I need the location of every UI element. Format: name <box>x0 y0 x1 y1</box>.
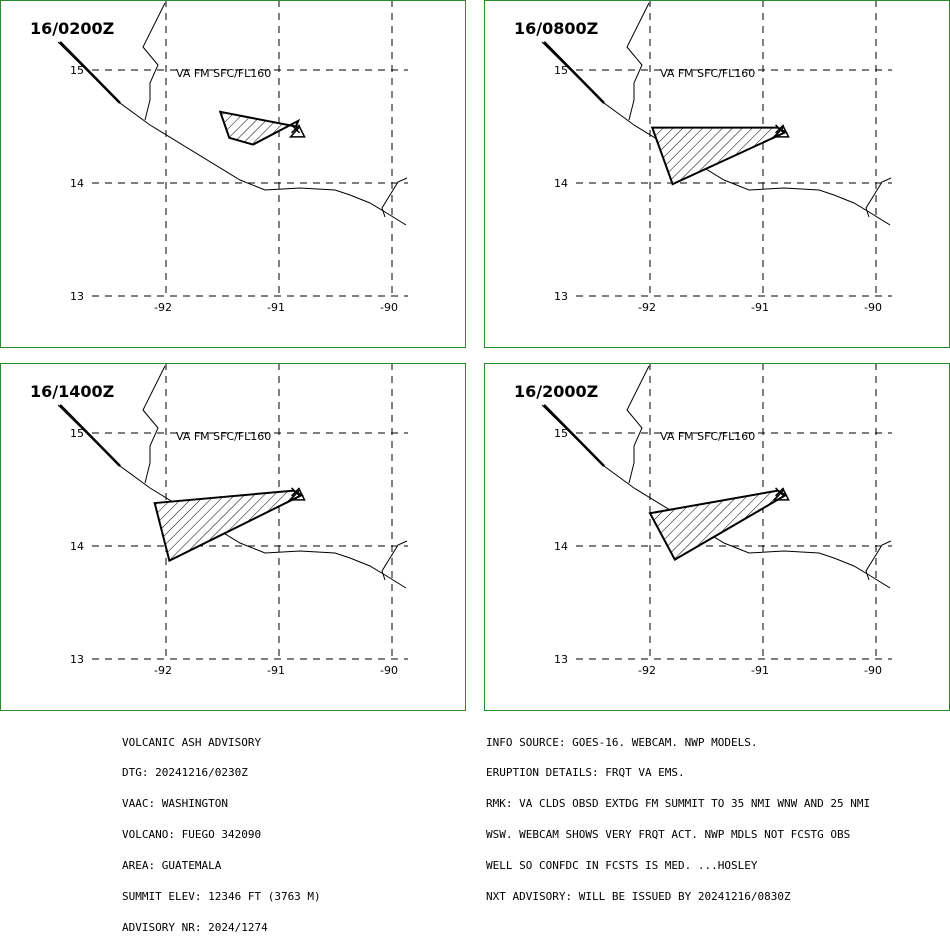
country-border <box>142 2 166 121</box>
volcano-icon <box>772 124 790 138</box>
volcano-icon <box>772 487 790 501</box>
latitude-tick-label: 13 <box>554 290 568 303</box>
advisory-volcano: VOLCANO: FUEGO 342090 <box>122 828 262 842</box>
ash-cloud-polygon <box>650 126 788 186</box>
country-border <box>142 365 166 484</box>
advisory-next-advisory: NXT ADVISORY: WILL BE ISSUED BY 20241216… <box>486 890 791 904</box>
coastline <box>59 41 121 104</box>
panel-valid-time: 16/1400Z <box>30 382 114 401</box>
advisory-details-block: INFO SOURCE: GOES-16. WEBCAM. NWP MODELS… <box>486 717 870 913</box>
panel-valid-time: 16/0800Z <box>514 19 598 38</box>
forecast-panel: -92 -91 -90 15 14 13 VA FM SFC/FL160 16/0200Z <box>0 0 466 348</box>
longitude-tick-label: -90 <box>380 301 398 314</box>
advisory-area: AREA: GUATEMALA <box>122 859 222 873</box>
country-border <box>865 540 892 581</box>
coastline <box>57 404 407 589</box>
forecast-panel: -92 -91 -90 15 14 13 VA FM SFC/FL160 16/2000Z <box>484 363 950 711</box>
country-border <box>381 177 408 218</box>
advisory-remark-line: WELL SO CONFDC IN FCSTS IS MED. ...HOSLE… <box>486 859 758 873</box>
latitude-tick-label: 15 <box>554 64 568 77</box>
latitude-tick-label: 14 <box>70 540 84 553</box>
latitude-tick-label: 15 <box>70 427 84 440</box>
coastline <box>541 41 891 226</box>
longitude-tick-label: -91 <box>267 301 285 314</box>
advisory-eruption-details: ERUPTION DETAILS: FRQT VA EMS. <box>486 766 685 780</box>
latitude-tick-label: 13 <box>70 290 84 303</box>
volcano-icon <box>288 487 306 501</box>
ash-altitude-label: VA FM SFC/FL160 <box>176 430 271 443</box>
longitude-tick-label: -92 <box>154 301 172 314</box>
latitude-tick-label: 14 <box>554 177 568 190</box>
latitude-tick-label: 15 <box>70 64 84 77</box>
latitude-tick-label: 13 <box>554 653 568 666</box>
longitude-tick-label: -91 <box>751 664 769 677</box>
panel-frame <box>0 0 466 348</box>
longitude-tick-label: -92 <box>638 664 656 677</box>
advisory-title: VOLCANIC ASH ADVISORY <box>122 735 262 749</box>
coastline <box>541 404 891 589</box>
longitude-tick-label: -92 <box>638 301 656 314</box>
longitude-tick-label: -90 <box>864 301 882 314</box>
advisory-vaac: VAAC: WASHINGTON <box>122 797 228 811</box>
longitude-tick-label: -92 <box>154 664 172 677</box>
ash-cloud-polygon <box>153 489 304 563</box>
country-border <box>626 2 650 121</box>
coastline <box>543 41 605 104</box>
advisory-remark-line: WSW. WEBCAM SHOWS VERY FRQT ACT. NWP MDL… <box>486 828 851 842</box>
latitude-tick-label: 13 <box>70 653 84 666</box>
advisory-number: ADVISORY NR: 2024/1274 <box>122 920 268 934</box>
forecast-panel: -92 -91 -90 15 14 13 VA FM SFC/FL160 16/1400Z <box>0 363 466 711</box>
country-border <box>865 177 892 218</box>
volcano-icon <box>288 124 306 138</box>
latitude-tick-label: 15 <box>554 427 568 440</box>
coastline <box>543 404 605 467</box>
ash-altitude-label: VA FM SFC/FL160 <box>660 430 755 443</box>
coastline <box>57 41 407 226</box>
panel-valid-time: 16/0200Z <box>30 19 114 38</box>
country-border <box>626 365 650 484</box>
coastline <box>59 404 121 467</box>
longitude-tick-label: -90 <box>864 664 882 677</box>
ash-altitude-label: VA FM SFC/FL160 <box>176 67 271 80</box>
country-border <box>381 540 408 581</box>
ash-cloud-polygon <box>218 110 301 146</box>
panel-valid-time: 16/2000Z <box>514 382 598 401</box>
advisory-summit-elev: SUMMIT ELEV: 12346 FT (3763 M) <box>122 890 321 904</box>
advisory-info-source: INFO SOURCE: GOES-16. WEBCAM. NWP MODELS… <box>486 735 758 749</box>
advisory-header-block: VOLCANIC ASH ADVISORY DTG: 20241216/0230… <box>122 717 321 944</box>
ash-altitude-label: VA FM SFC/FL160 <box>660 67 755 80</box>
latitude-tick-label: 14 <box>70 177 84 190</box>
longitude-tick-label: -91 <box>751 301 769 314</box>
longitude-tick-label: -91 <box>267 664 285 677</box>
latitude-tick-label: 14 <box>554 540 568 553</box>
forecast-panel: -92 -91 -90 15 14 13 VA FM SFC/FL160 16/0800Z <box>484 0 950 348</box>
longitude-tick-label: -90 <box>380 664 398 677</box>
advisory-remark-line: RMK: VA CLDS OBSD EXTDG FM SUMMIT TO 35 … <box>486 797 871 811</box>
panel-frame <box>0 363 466 711</box>
ash-cloud-polygon <box>648 489 788 561</box>
advisory-dtg: DTG: 20241216/0230Z <box>122 766 248 780</box>
